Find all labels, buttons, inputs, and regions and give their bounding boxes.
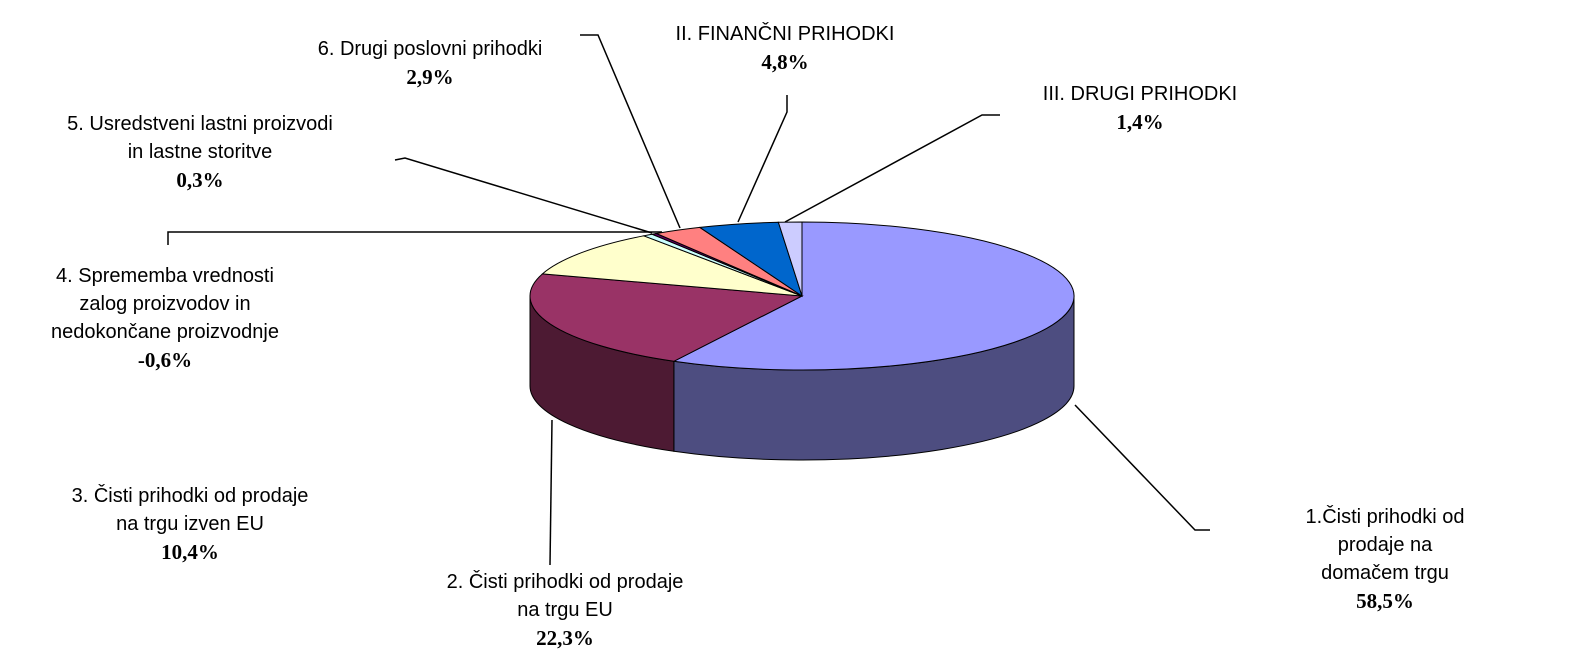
leader-line — [737, 95, 788, 223]
slice-label: 5. Usredstveni lastni proizvodi in lastn… — [67, 110, 333, 194]
slice-label: III. DRUGI PRIHODKI 1,4% — [1043, 80, 1237, 136]
value-label: 4,8% — [761, 50, 809, 74]
value-label: 0,3% — [176, 168, 224, 192]
value-label: -0,6% — [137, 348, 193, 372]
slice-label: 3. Čisti prihodki od prodaje na trgu izv… — [72, 482, 309, 566]
slice — [541, 235, 803, 297]
leader-lines — [167, 34, 1210, 566]
slices — [529, 221, 1075, 461]
slice-label: 1.Čisti prihodki od prodaje na domačem t… — [1291, 503, 1479, 615]
leader-line — [549, 419, 553, 566]
category-name: 1.Čisti prihodki od prodaje na domačem t… — [1305, 506, 1465, 584]
slice-label: 2. Čisti prihodki od prodaje na trgu EU 2… — [447, 568, 684, 652]
slice-label: 6. Drugi poslovni prihodki 2,9% — [318, 35, 543, 91]
category-name: 6. Drugi poslovni prihodki — [317, 38, 543, 60]
value-label: 2,9% — [406, 65, 454, 89]
value-label: 22,3% — [536, 626, 594, 650]
leader-line — [394, 157, 653, 234]
category-name: II. FINANČNI PRIHODKI — [675, 23, 895, 45]
leader-line — [580, 34, 681, 229]
leader-line — [1074, 404, 1210, 531]
slice-label: II. FINANČNI PRIHODKI 4,8% — [676, 20, 895, 76]
category-name: 4. Sprememba vrednosti zalog proizvodov … — [51, 265, 279, 343]
value-label: 58,5% — [1356, 589, 1414, 613]
slice — [672, 221, 1075, 371]
slice — [777, 221, 803, 297]
value-label: 10,4% — [161, 540, 219, 564]
leader-line — [784, 114, 1000, 223]
leader-line — [167, 231, 662, 245]
slice — [529, 273, 804, 362]
value-label: 1,4% — [1116, 110, 1164, 134]
category-name: 3. Čisti prihodki od prodaje na trgu izv… — [71, 485, 309, 535]
slice-label: 4. Sprememba vrednosti zalog proizvodov … — [51, 262, 279, 374]
category-name: 2. Čisti prihodki od prodaje na trgu EU — [446, 571, 684, 621]
category-name: 5. Usredstveni lastni proizvodi in lastn… — [67, 113, 333, 163]
category-name: III. DRUGI PRIHODKI — [1042, 83, 1238, 105]
